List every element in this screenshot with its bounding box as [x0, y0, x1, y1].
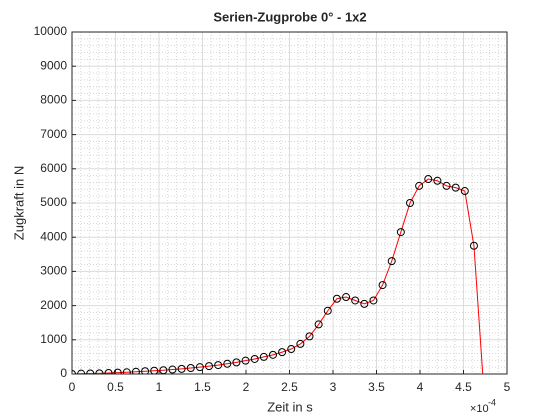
x-tick-label: 3: [330, 380, 337, 394]
y-tick-label: 7000: [40, 127, 67, 141]
data-marker: [387, 257, 396, 266]
plot-group: [72, 175, 487, 383]
data-marker: [186, 364, 195, 373]
data-marker: [351, 296, 360, 305]
x-tick-label: 5: [504, 380, 511, 394]
y-tick-label: 2000: [40, 298, 67, 312]
data-marker: [168, 365, 177, 374]
data-marker: [369, 296, 378, 305]
data-marker: [442, 181, 451, 190]
x-tick-label: 0: [69, 380, 76, 394]
data-marker: [177, 364, 186, 373]
y-tick-label: 3000: [40, 264, 67, 278]
x-tick-label: 4.5: [455, 380, 472, 394]
data-marker: [141, 367, 150, 374]
x-tick-label: 2.5: [281, 380, 298, 394]
data-marker: [86, 369, 95, 374]
data-marker: [314, 320, 323, 329]
x-exponent: -4: [488, 397, 496, 407]
data-marker: [223, 359, 232, 368]
y-tick-label: 6000: [40, 161, 67, 175]
x-tick-label: 3.5: [368, 380, 385, 394]
data-marker: [278, 348, 287, 357]
data-marker: [113, 368, 122, 374]
data-marker: [95, 369, 104, 374]
data-marker: [332, 294, 341, 303]
y-axis-label: Zugkraft in N: [11, 166, 26, 240]
chart-title: Serien-Zugprobe 0° - 1x2: [213, 9, 366, 24]
data-marker: [287, 345, 296, 354]
data-marker: [342, 293, 351, 302]
data-marker: [424, 175, 433, 184]
data-marker: [378, 281, 387, 290]
data-marker: [460, 187, 469, 196]
data-marker: [195, 363, 204, 372]
data-marker: [451, 183, 460, 192]
data-marker: [250, 354, 259, 363]
data-marker: [150, 366, 159, 374]
x-tick-label: 0.5: [107, 380, 124, 394]
data-marker: [305, 332, 314, 341]
data-marker: [122, 368, 131, 374]
x-tick-label: 2: [243, 380, 250, 394]
x-exponent-base: ×10: [470, 403, 489, 415]
y-tick-label: 10000: [34, 24, 68, 38]
data-marker: [205, 362, 214, 371]
data-marker: [259, 352, 268, 361]
data-marker: [214, 361, 223, 370]
y-tick-label: 9000: [40, 58, 67, 72]
data-marker: [159, 366, 168, 374]
data-marker: [360, 299, 369, 308]
y-tick-label: 4000: [40, 229, 67, 243]
data-marker: [433, 176, 442, 185]
data-marker: [480, 376, 487, 383]
data-marker: [77, 369, 86, 374]
axes-box: [71, 31, 508, 375]
data-marker: [232, 358, 241, 367]
y-tick-label: 5000: [40, 195, 67, 209]
x-axis-label: Zeit in s: [267, 399, 313, 414]
data-marker: [131, 367, 140, 374]
data-marker: [396, 228, 405, 237]
data-line: [72, 178, 484, 374]
y-tick-label: 0: [60, 366, 67, 380]
y-tick-label: 1000: [40, 332, 67, 346]
data-marker: [104, 368, 113, 374]
data-marker: [415, 181, 424, 190]
data-marker: [268, 350, 277, 359]
data-marker: [405, 199, 414, 207]
data-marker: [296, 339, 305, 348]
x-tick-label: 1.5: [194, 380, 211, 394]
x-tick-label: 4: [417, 380, 424, 394]
data-marker: [323, 306, 332, 315]
data-marker: [241, 356, 250, 365]
data-marker: [469, 241, 478, 250]
x-tick-label: 1: [156, 380, 163, 394]
y-tick-label: 8000: [40, 93, 67, 107]
